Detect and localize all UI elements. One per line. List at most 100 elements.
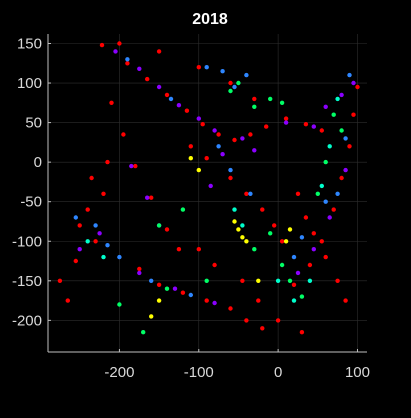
scatter-point — [200, 122, 205, 127]
x-tick-label: -100 — [184, 364, 214, 381]
scatter-point — [176, 247, 182, 252]
scatter-point — [57, 278, 63, 283]
scatter-point — [291, 282, 297, 287]
scatter-point — [244, 191, 249, 196]
scatter-point — [260, 326, 265, 331]
scatter-point — [303, 215, 309, 220]
scatter-point — [184, 108, 190, 113]
scatter-point — [188, 156, 193, 161]
scatter-point — [323, 159, 328, 165]
scatter-point — [275, 318, 281, 323]
scatter-point — [125, 57, 130, 62]
scatter-point — [275, 278, 281, 283]
scatter-point — [236, 80, 241, 86]
scatter-point — [212, 262, 217, 268]
scatter-point — [65, 298, 71, 303]
scatter-point — [252, 104, 257, 110]
scatter-point — [256, 278, 261, 283]
scatter-point — [156, 298, 162, 303]
scatter-point — [240, 278, 245, 283]
scatter-point — [339, 128, 344, 133]
scatter-point — [279, 262, 285, 268]
scatter-point — [244, 72, 249, 78]
scatter-point — [149, 314, 154, 319]
scatter-point — [164, 286, 170, 291]
scatter-point — [252, 247, 257, 252]
scatter-point — [323, 199, 328, 204]
scatter-point — [283, 239, 289, 244]
scatter-points — [57, 41, 360, 335]
scatter-point — [101, 191, 106, 196]
scatter-point — [149, 278, 154, 283]
y-tick-labels: 150 100 50 0 -50 -100 -150 -200 — [12, 35, 51, 329]
point-series-0 — [57, 41, 360, 335]
y-tick-label: -50 — [20, 194, 42, 211]
scatter-point — [93, 239, 98, 244]
scatter-point — [212, 300, 217, 306]
scatter-point — [228, 88, 233, 94]
scatter-point — [307, 262, 313, 268]
scatter-point — [93, 223, 98, 228]
scatter-point — [216, 132, 221, 137]
scatter-point — [220, 69, 225, 74]
scatter-point — [180, 290, 186, 295]
scatter-point — [228, 175, 233, 181]
scatter-point — [208, 183, 213, 189]
scatter-point — [99, 42, 105, 48]
scatter-point — [156, 49, 162, 54]
x-tick-label: -200 — [104, 364, 134, 381]
scatter-point — [196, 247, 201, 252]
point-series-5 — [149, 156, 293, 319]
scatter-point — [335, 278, 340, 283]
scatter-point — [121, 132, 126, 137]
scatter-point — [196, 167, 201, 173]
scatter-point — [220, 152, 225, 157]
y-tick-label: -200 — [12, 312, 42, 329]
scatter-point — [196, 65, 201, 70]
x-tick-label: 0 — [274, 364, 282, 381]
scatter-point — [279, 100, 285, 106]
scatter-point — [279, 239, 285, 244]
scatter-point — [232, 137, 237, 143]
x-tick-label: 100 — [345, 364, 370, 381]
scatter-point — [319, 128, 324, 133]
scatter-point — [287, 227, 293, 232]
scatter-point — [228, 167, 233, 173]
scatter-point — [141, 330, 146, 335]
scatter-point — [204, 298, 209, 303]
scatter-point — [85, 239, 90, 244]
scatter-point — [117, 41, 122, 46]
scatter-point — [73, 258, 79, 264]
scatter-point — [331, 112, 336, 117]
scatter-point — [188, 144, 193, 149]
scatter-point — [149, 195, 154, 200]
point-series-2 — [73, 57, 352, 298]
scatter-point — [244, 318, 249, 323]
scatter-point — [260, 207, 265, 212]
scatter-point — [85, 207, 90, 212]
scatter-point — [315, 191, 320, 196]
scatter-point — [311, 247, 316, 252]
scatter-point — [299, 235, 305, 240]
scatter-point — [129, 163, 134, 169]
scatter-point — [244, 239, 249, 244]
scatter-point — [311, 231, 316, 236]
scatter-point — [101, 254, 106, 260]
scatter-point — [252, 96, 257, 102]
scatter-point — [256, 298, 261, 303]
scatter-point — [311, 124, 316, 129]
scatter-point — [180, 207, 186, 212]
scatter-point — [240, 235, 245, 240]
scatter-point — [109, 100, 114, 106]
scatter-point — [196, 116, 201, 121]
scatter-point — [204, 156, 209, 161]
scatter-point — [299, 294, 305, 299]
scatter-point — [137, 266, 142, 272]
scatter-point — [347, 144, 352, 149]
scatter-point — [351, 112, 356, 117]
scatter-point — [172, 286, 178, 291]
scatter-point — [319, 183, 324, 189]
scatter-point — [145, 195, 150, 200]
scatter-point — [117, 302, 122, 307]
